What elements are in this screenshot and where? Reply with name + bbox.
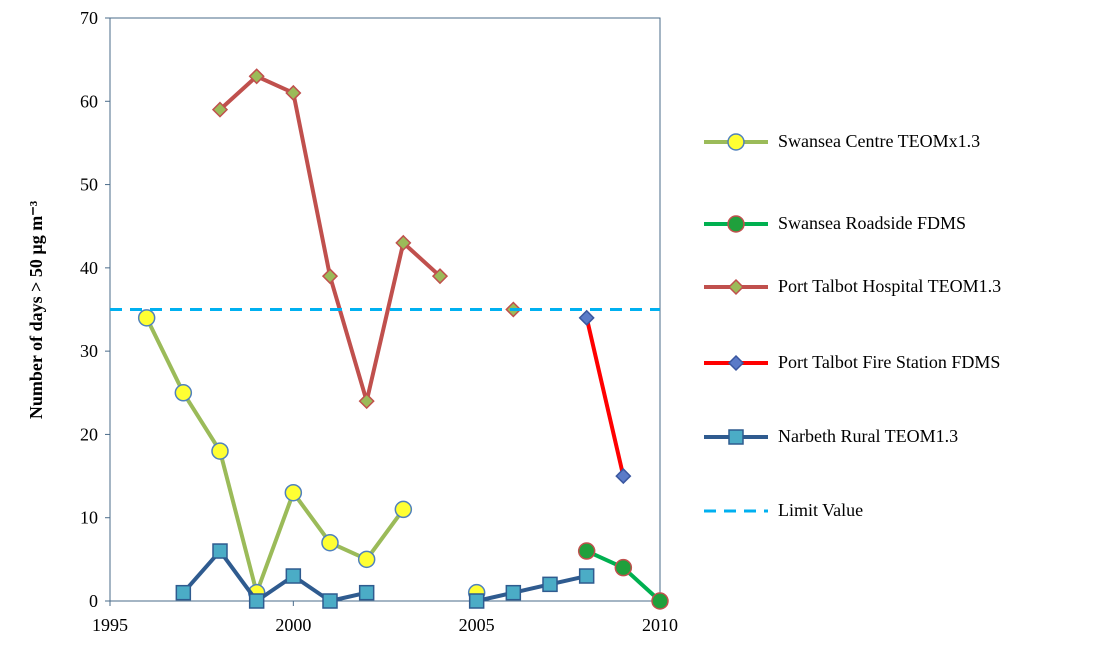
y-tick-label: 30 [80,341,98,361]
x-tick-label: 1995 [92,615,128,635]
marker [321,268,339,285]
x-tick-label: 2010 [642,615,678,635]
legend-label: Swansea Roadside FDMS [778,213,966,233]
y-tick-label: 10 [80,508,98,528]
marker [578,309,595,326]
y-tick-label: 60 [80,91,98,111]
y-tick-label: 40 [80,258,98,278]
legend-entry: Limit Value [700,499,1110,521]
legend-swatch [704,133,768,151]
legend-label: Port Talbot Hospital TEOM1.3 [778,276,1002,296]
marker [727,278,745,296]
legend-label: Swansea Centre TEOMx1.3 [778,131,981,151]
y-axis-label: Number of days > 50 µg m⁻³ [26,200,46,419]
x-tick-label: 2000 [275,615,311,635]
legend-label: Narbeth Rural TEOM1.3 [778,426,959,446]
marker [395,234,412,251]
y-tick-label: 50 [80,175,98,195]
marker [211,442,229,460]
marker [431,268,449,285]
marker [174,384,193,402]
marker [137,309,156,327]
y-tick-label: 20 [80,424,98,444]
legend-swatch [704,354,768,372]
marker [321,533,339,552]
marker [358,584,375,601]
marker [505,584,522,601]
marker [322,593,338,609]
legend-entry: Narbeth Rural TEOM1.3 [700,425,1110,447]
legend-swatch [704,278,768,296]
marker [175,584,192,601]
series-line [181,549,588,603]
marker [284,483,303,502]
legend-entry: Swansea Roadside FDMS [700,212,1110,234]
y-tick-label: 70 [80,8,98,28]
marker [727,133,745,151]
legend-entry: Port Talbot Fire Station FDMS [700,351,1110,373]
marker [727,354,745,372]
marker [728,429,744,445]
marker [614,558,633,577]
marker [248,68,265,85]
series-line [584,317,626,477]
marker [578,568,595,584]
legend-swatch [704,509,768,513]
legend-label: Port Talbot Fire Station FDMS [778,352,1001,372]
marker [211,101,229,118]
legend-entry: Port Talbot Hospital TEOM1.3 [700,275,1110,297]
marker [615,468,632,485]
marker [285,568,302,584]
legend-entry: Swansea Centre TEOMx1.3 [700,130,1110,152]
marker [394,500,413,519]
legend-swatch [704,429,768,445]
x-tick-label: 2005 [459,615,495,635]
marker [358,393,375,410]
marker [468,593,485,609]
series-line [220,76,513,401]
marker [577,542,596,560]
legend-label: Limit Value [778,500,864,520]
marker [357,550,376,569]
marker [651,592,669,610]
y-tick-label: 0 [89,591,98,611]
marker [542,576,558,593]
marker [248,593,265,609]
marker [285,84,302,102]
legend-swatch [704,215,768,233]
marker [212,543,228,559]
marker [727,215,745,233]
series-line [147,318,477,593]
